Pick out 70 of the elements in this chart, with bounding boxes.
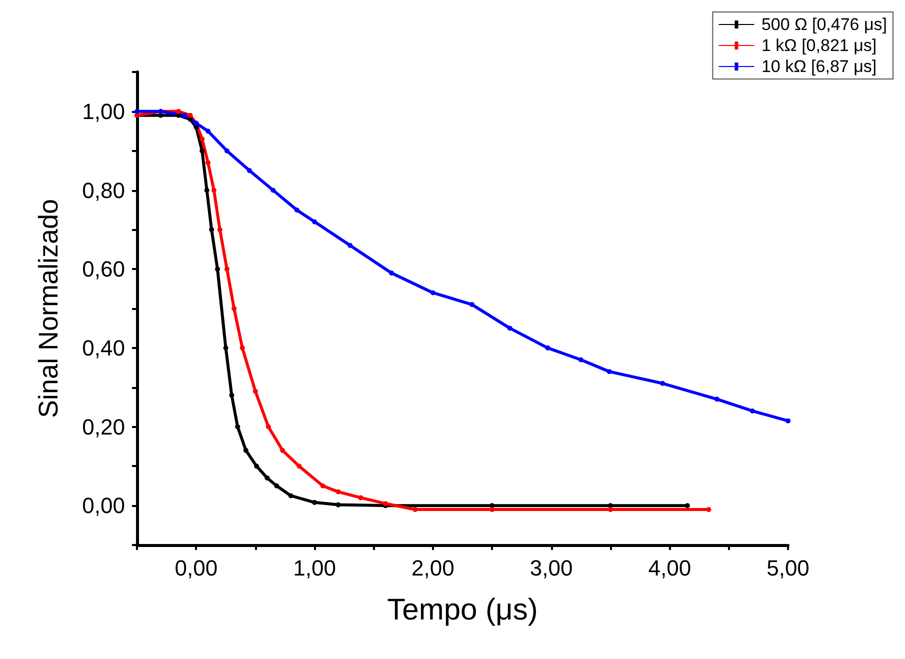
point (232, 306, 237, 311)
point (684, 503, 690, 508)
point (134, 108, 140, 114)
point (209, 227, 214, 232)
point (578, 357, 584, 362)
point (206, 128, 211, 134)
point (336, 489, 341, 494)
point (469, 302, 474, 308)
point (296, 464, 302, 469)
point (176, 108, 181, 114)
point (274, 483, 280, 488)
point (235, 424, 240, 430)
x-tick-label: 1,00 (293, 556, 336, 580)
point (348, 242, 353, 248)
point (206, 160, 211, 166)
point (294, 207, 300, 212)
point (223, 345, 228, 350)
y-tick-label: 0,60 (82, 256, 125, 282)
x-axis-title: Tempo (μs) (387, 594, 538, 626)
x-tick-label: 2,00 (411, 556, 454, 580)
y-tick-label: 1,00 (82, 98, 125, 124)
point (200, 148, 205, 154)
point (507, 326, 512, 331)
point (358, 495, 364, 500)
point (336, 502, 341, 508)
x-tick-label: 0,00 (174, 556, 218, 580)
point (545, 345, 550, 350)
point (240, 345, 245, 350)
point (714, 396, 720, 402)
point (243, 448, 248, 453)
point (388, 270, 394, 276)
point (312, 500, 318, 505)
point (224, 266, 230, 272)
point (320, 483, 326, 488)
legend-label: 1 kΩ [0,821 μs] (761, 36, 877, 55)
point (200, 136, 205, 142)
legend-label: 10 kΩ [6,87 μs] (761, 57, 877, 76)
x-tick-label: 4,00 (648, 556, 692, 580)
point (217, 227, 222, 232)
point (214, 266, 220, 272)
y-tick-label: 0,40 (82, 335, 125, 360)
y-axis-title: Sinal Normalizado (34, 198, 64, 418)
point (312, 219, 318, 224)
point (706, 507, 712, 512)
y-tick-label: 0,80 (82, 178, 125, 203)
point (204, 188, 210, 193)
point (182, 112, 187, 118)
point (750, 408, 755, 414)
point (288, 493, 294, 498)
point (254, 464, 260, 469)
point (280, 448, 286, 453)
point (412, 507, 418, 512)
point (252, 388, 258, 394)
point (188, 112, 193, 118)
point (224, 148, 230, 154)
point (786, 418, 790, 424)
point (211, 188, 216, 193)
point (606, 369, 612, 374)
x-tick-label: 5,00 (766, 556, 810, 580)
x-tick-label: 3,00 (530, 556, 573, 580)
point (229, 392, 234, 398)
point (270, 188, 276, 193)
point (246, 168, 252, 174)
point (266, 424, 271, 430)
point (660, 380, 666, 386)
point (264, 475, 270, 480)
point (430, 290, 436, 296)
y-tick-label: 0,00 (82, 493, 125, 518)
y-tick-label: 0,20 (82, 414, 125, 440)
legend-label: 500 Ω [0,476 μs] (761, 15, 888, 34)
